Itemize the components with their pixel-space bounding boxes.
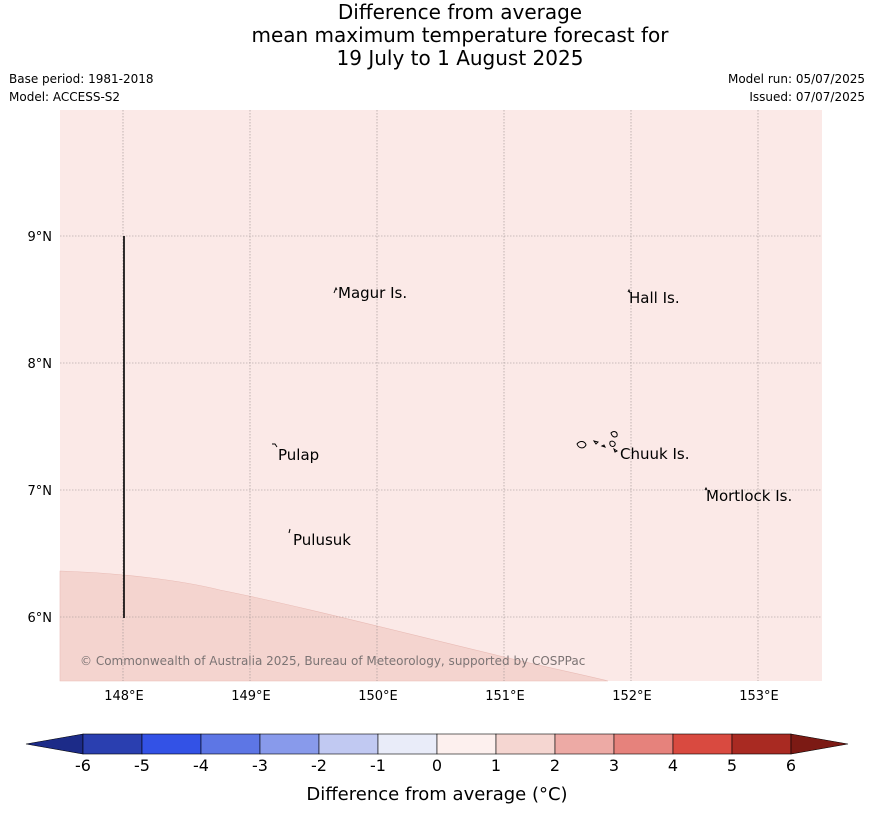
island-chuuk-2 <box>592 440 599 445</box>
title-line-1: Difference from average <box>337 0 583 24</box>
colorbar-tick-label: 2 <box>550 756 560 775</box>
title-line-2: mean maximum temperature forecast for <box>251 23 669 47</box>
colorbar-tick-label: -5 <box>134 756 150 775</box>
colorbar-segment <box>672 733 733 755</box>
lat-tick-label: 9°N <box>28 230 53 245</box>
colorbar-over-arrow <box>790 733 849 755</box>
colorbar-tick-label: -6 <box>75 756 91 775</box>
lon-tick-label: 152°E <box>612 689 652 704</box>
colorbar-segment <box>82 733 143 755</box>
colorbar-tick-label: 0 <box>432 756 442 775</box>
lat-tick-label: 8°N <box>28 357 53 372</box>
colorbar-tick-label: -3 <box>252 756 268 775</box>
island-mortlock <box>704 486 708 491</box>
model-run: Model run: 05/07/2025 <box>727 72 865 86</box>
colorbar-ticks: -6 -5 -4 -3 -2 -1 0 1 2 3 4 5 6 <box>75 756 796 775</box>
colorbar-tick-label: -2 <box>311 756 327 775</box>
copyright-text: © Commonwealth of Australia 2025, Bureau… <box>80 654 585 668</box>
model-name: Model: ACCESS-S2 <box>9 90 121 104</box>
colorbar <box>25 733 849 755</box>
colorbar-segment <box>377 733 438 755</box>
colorbar-segment <box>495 733 556 755</box>
place-label: Magur Is. <box>338 284 407 302</box>
colorbar-tick-label: -1 <box>370 756 386 775</box>
meta-left: Base period: 1981-2018 Model: ACCESS-S2 <box>9 70 154 106</box>
colorbar-tick-label: 4 <box>668 756 678 775</box>
island-chuuk-5 <box>609 440 616 447</box>
colorbar-segment <box>554 733 615 755</box>
place-label: Mortlock Is. <box>706 487 792 505</box>
colorbar-segment <box>613 733 674 755</box>
place-label: Chuuk Is. <box>620 445 689 463</box>
lat-tick-label: 6°N <box>28 611 53 626</box>
colorbar-tick-label: 1 <box>491 756 501 775</box>
colorbar-segment <box>141 733 202 755</box>
lon-tick-label: 150°E <box>358 689 398 704</box>
lat-tick-label: 7°N <box>28 484 53 499</box>
lon-tick-label: 151°E <box>485 689 525 704</box>
colorbar-label: Difference from average (°C) <box>306 784 567 805</box>
warm-anomaly-band <box>59 570 609 682</box>
island-chuuk-3 <box>600 444 606 448</box>
base-period: Base period: 1981-2018 <box>9 72 154 86</box>
place-label: Hall Is. <box>629 289 680 307</box>
island-chuuk-6 <box>613 447 618 453</box>
colorbar-tick-label: 3 <box>609 756 619 775</box>
colorbar-segment <box>200 733 261 755</box>
colorbar-tick-label: -4 <box>193 756 209 775</box>
lon-tick-label: 148°E <box>104 689 144 704</box>
lon-tick-label: 153°E <box>739 689 779 704</box>
island-pulap <box>272 443 278 448</box>
island-hall <box>627 288 631 294</box>
colorbar-segment <box>436 733 497 755</box>
meta-right: Model run: 05/07/2025 Issued: 07/07/2025 <box>728 70 865 106</box>
island-chuuk-1 <box>576 441 587 449</box>
colorbar-segment <box>318 733 379 755</box>
colorbar-tick-label: 6 <box>786 756 796 775</box>
gridlines <box>60 110 822 681</box>
island-magur <box>333 286 338 294</box>
place-label: Pulusuk <box>293 531 351 549</box>
colorbar-segment <box>259 733 320 755</box>
title-line-3: 19 July to 1 August 2025 <box>336 46 584 70</box>
place-label: Pulap <box>278 446 319 464</box>
issued-date: Issued: 07/07/2025 <box>749 90 865 104</box>
lon-tick-label: 149°E <box>231 689 271 704</box>
island-chuuk-4 <box>610 431 618 438</box>
colorbar-under-arrow <box>25 733 84 755</box>
colorbar-segment <box>731 733 792 755</box>
island-pulusuk <box>288 528 291 534</box>
islands <box>272 286 708 534</box>
colorbar-tick-label: 5 <box>727 756 737 775</box>
